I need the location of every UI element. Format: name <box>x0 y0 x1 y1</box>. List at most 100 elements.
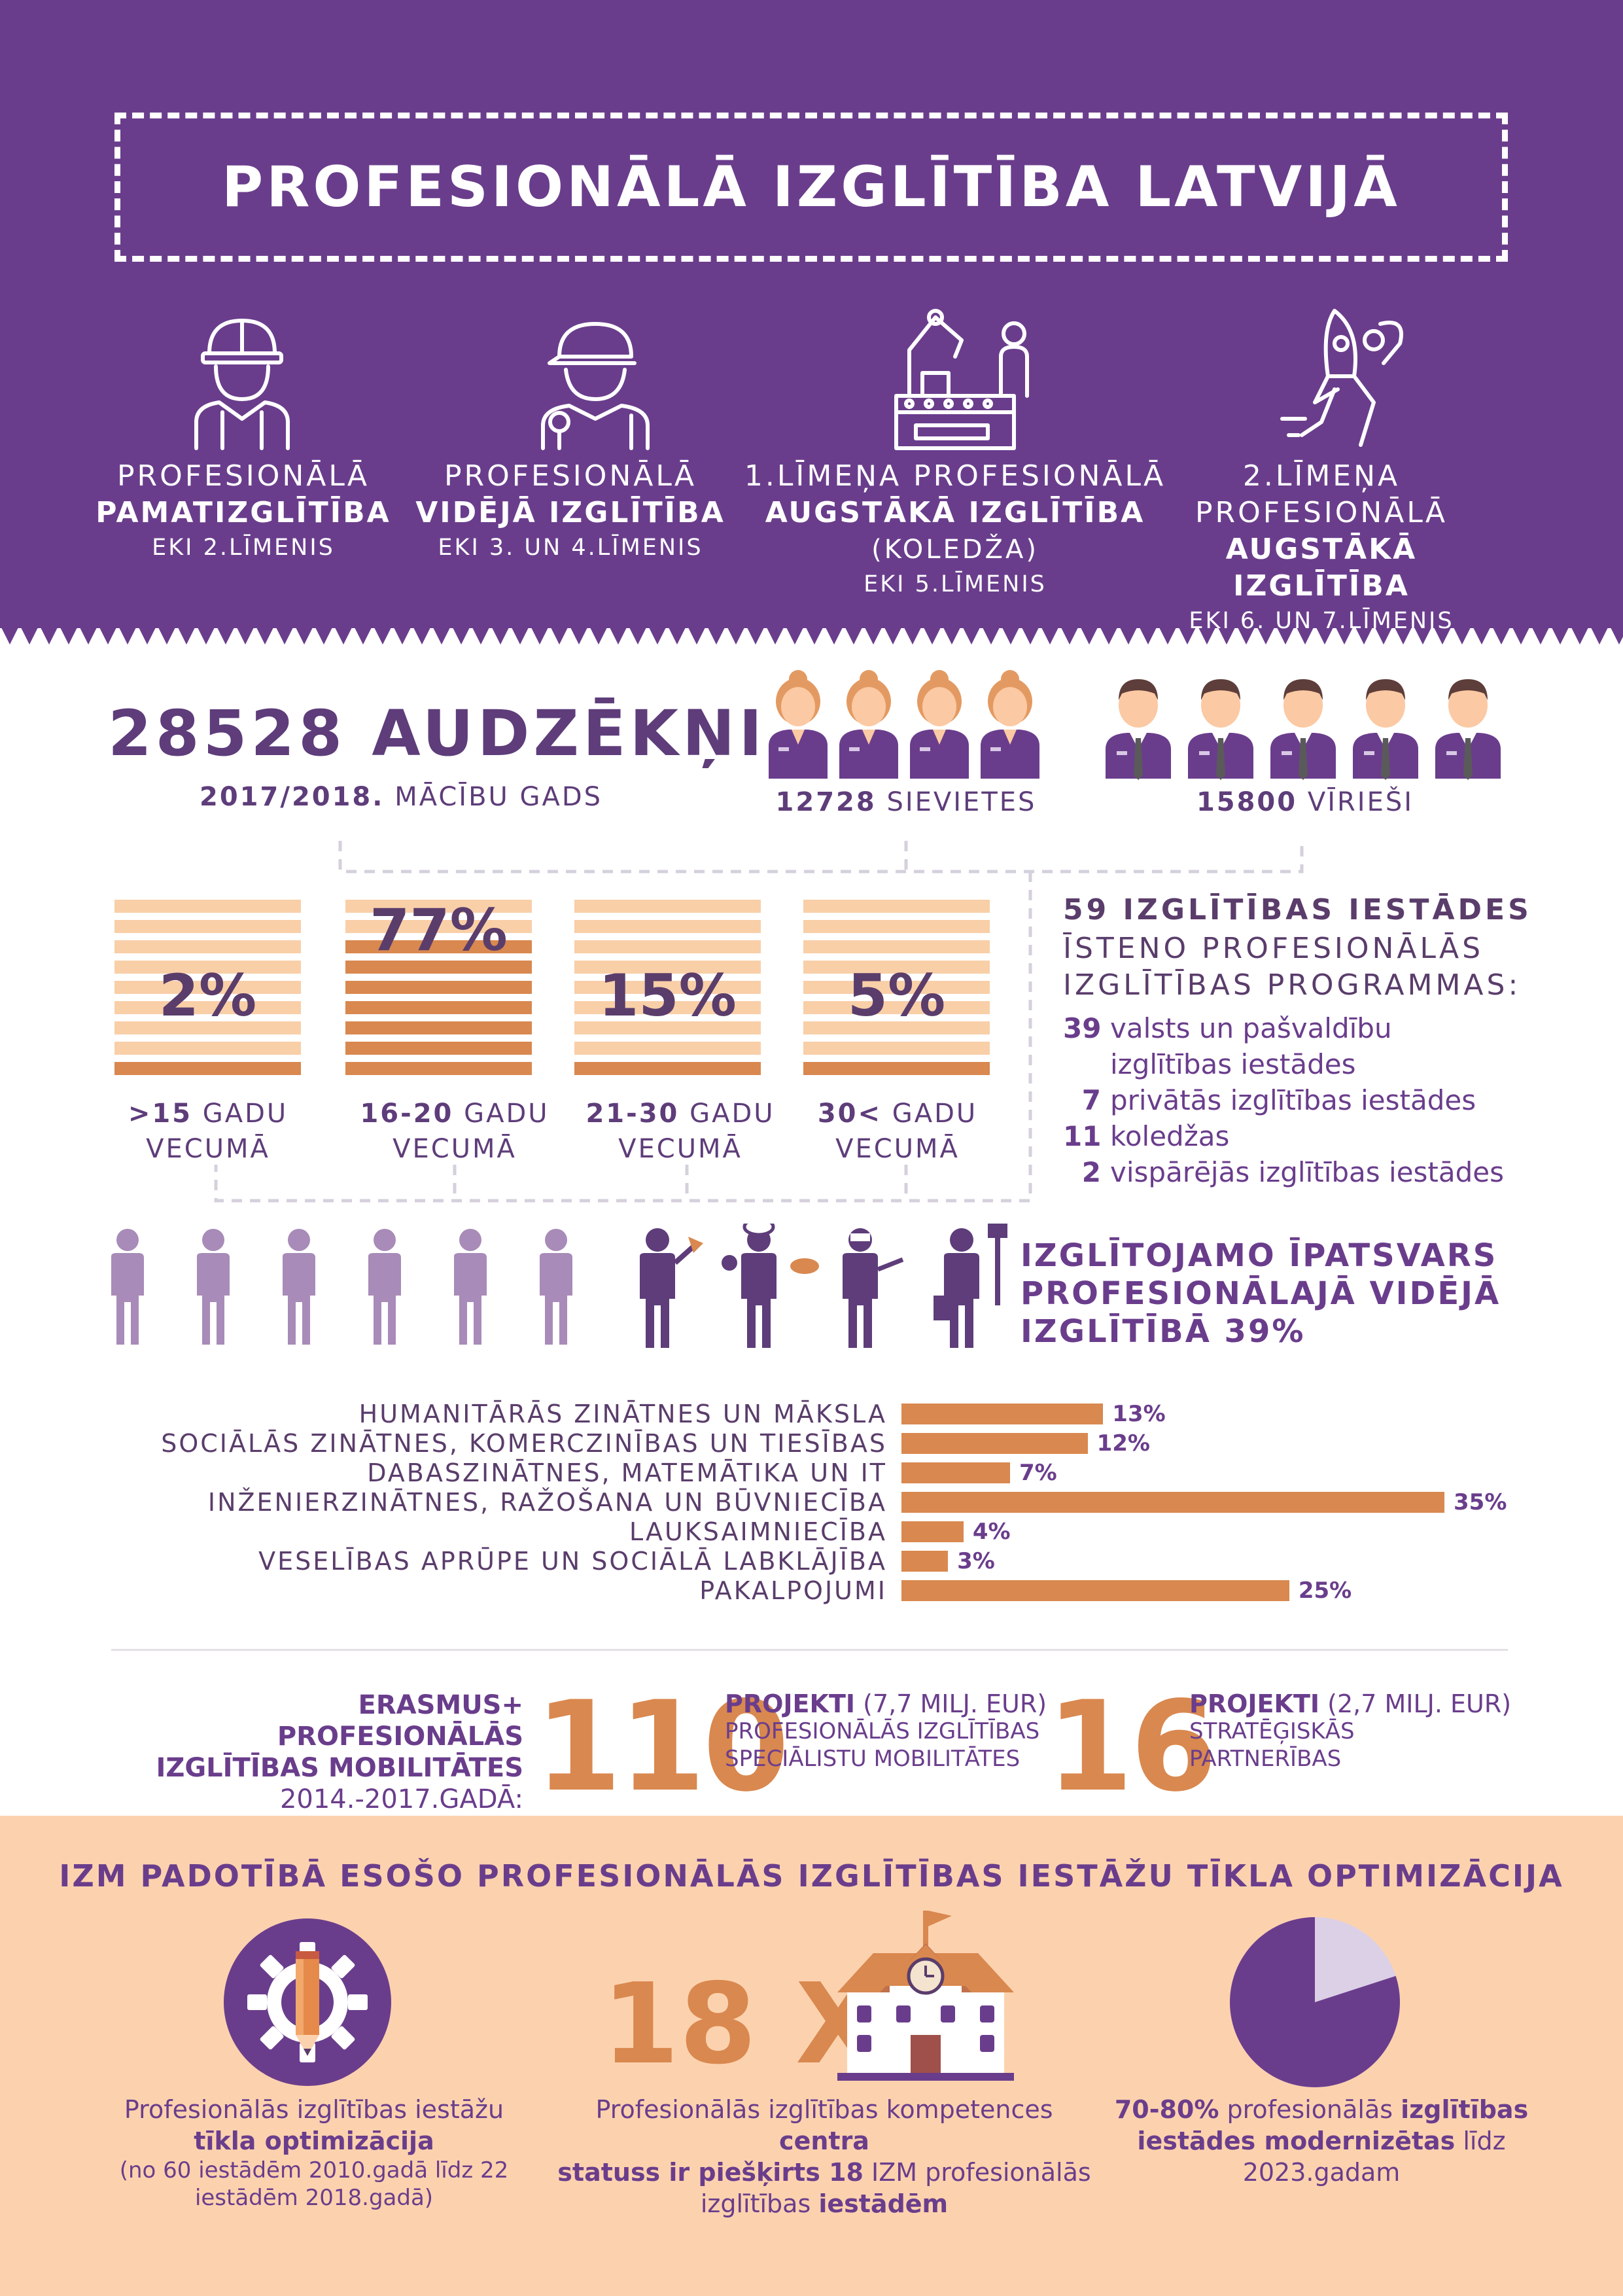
age-bar-stripe <box>345 1042 532 1055</box>
optimization-text-2: Profesionālās izglītības kompetences cen… <box>550 2094 1099 2219</box>
women-count-label: SIEVIETES <box>886 787 1037 817</box>
institution-row: 2 vispārējās izglītības iestādes <box>1063 1155 1504 1190</box>
person-icon <box>197 1229 230 1345</box>
sector-label: HUMANITĀRĀS ZINĀTNES UN MĀKSLA <box>358 1400 887 1428</box>
age-percent: 15% <box>599 962 737 1029</box>
institution-type: koledžas <box>1110 1120 1230 1152</box>
institutions-subtitle2: IZGLĪTĪBAS PROGRAMMAS: <box>1063 968 1522 1002</box>
person-icon <box>454 1229 487 1345</box>
level-3-line4: EKI 5.LĪMENIS <box>864 571 1047 597</box>
opt-col3-text1: profesionālās <box>1227 2095 1393 2124</box>
institution-type: vispārējās izglītības iestādes <box>1110 1156 1505 1188</box>
age-bar-stripe <box>574 940 761 953</box>
women-count: 12728 SIEVIETES <box>765 787 1047 817</box>
age-percent: 5% <box>847 962 946 1029</box>
opt-col1-line4: iestādēm 2018.gadā) <box>194 2185 434 2211</box>
institutions-title: 59 IZGLĪTĪBAS IESTĀDES <box>1063 893 1532 927</box>
institution-row: 11 koledžas <box>1063 1119 1229 1154</box>
sector-value: 25% <box>1298 1578 1352 1604</box>
erasmus-number-110: 110 <box>535 1674 790 1819</box>
woman-icon <box>769 670 828 779</box>
erasmus-p1-line3: SPECIĀLISTU MOBILITĀTES <box>725 1746 1021 1772</box>
pie-modernized-slice <box>1230 1917 1400 2087</box>
age-bar-stripe <box>574 961 761 974</box>
age-label-range: >15 <box>128 1099 193 1129</box>
sector-label: INŽENIERZINĀTNES, RAŽOŠANA UN BŪVNIECĪBA <box>207 1488 887 1517</box>
chef-icon <box>722 1224 819 1348</box>
man-icon <box>1188 679 1253 780</box>
age-bar-stripe <box>574 1062 761 1075</box>
school-year-text: MĀCĪBU GADS <box>394 782 603 812</box>
sector-bar <box>901 1492 1444 1513</box>
age-bar-stripe <box>114 1001 301 1014</box>
erasmus-p1-amount: (7,7 MILJ. EUR) <box>863 1689 1047 1718</box>
construction-worker-icon <box>194 319 290 450</box>
age-bar-stripe <box>803 961 990 974</box>
age-bar-stripe <box>574 900 761 913</box>
institution-count: 7 <box>1081 1084 1101 1116</box>
painter-icon <box>934 1224 1007 1348</box>
age-bar-stripe <box>574 1042 761 1055</box>
factory-robot-icon <box>894 309 1029 450</box>
level-1-line3: EKI 2.LĪMENIS <box>152 535 335 561</box>
age-label: 30< GADU VECUMĀ <box>799 1096 996 1167</box>
age-bar-stripe <box>345 1021 532 1034</box>
age-bar-stripe <box>114 920 301 933</box>
age-label-line2: VECUMĀ <box>393 1134 517 1164</box>
age-label-unit: GADU <box>192 1099 288 1129</box>
age-label: >15 GADU VECUMĀ <box>110 1096 306 1167</box>
age-bar-stripe <box>114 1021 301 1034</box>
opt-col1-bold: tīkla optimizācija <box>194 2127 434 2155</box>
erasmus-projects-2: PROJEKTI (2,7 MILJ. EUR) STRATĒĢISKĀS PA… <box>1189 1690 1511 1773</box>
opt-col1-line3: (no 60 iestādēm 2010.gadā līdz 22 <box>119 2157 509 2183</box>
person-icon <box>540 1229 572 1345</box>
sector-bar <box>901 1433 1088 1454</box>
age-percent: 77% <box>370 896 508 964</box>
age-bar-stripe <box>114 1062 301 1075</box>
level-4-text: 2.LĪMEŅA PROFESIONĀLĀ AUGSTĀKĀ IZGLĪTĪBA… <box>1151 458 1492 637</box>
man-icon <box>1353 679 1418 780</box>
level-2-line2: VIDĒJĀ IZGLĪTĪBA <box>415 496 725 529</box>
age-label-line2: VECUMĀ <box>835 1134 960 1164</box>
level-4-line1b: PROFESIONĀLĀ <box>1195 496 1448 529</box>
age-bar-stripe <box>574 1021 761 1034</box>
age-bar-stripe <box>345 1062 532 1075</box>
age-bar-stripe <box>803 1042 990 1055</box>
institution-count: 11 <box>1063 1120 1102 1152</box>
opt-col1-line1: Profesionālās izglītības iestāžu <box>124 2095 504 2124</box>
man-icon <box>1106 679 1171 780</box>
age-bar-stripe <box>114 961 301 974</box>
opt-col3-text3: 2023.gadam <box>1242 2158 1401 2187</box>
age-label-range: 30< <box>817 1099 882 1129</box>
sector-label: LAUKSAIMNIECĪBA <box>629 1517 887 1546</box>
erasmus-period: 2014.-2017.GADĀ: <box>279 1784 523 1814</box>
opt-col3-bold3: iestādes modernizētas <box>1137 2127 1456 2155</box>
age-label-unit: GADU <box>882 1099 978 1129</box>
age-bar-stripe <box>803 1062 990 1075</box>
age-bar-stripe <box>114 940 301 953</box>
sector-value: 13% <box>1112 1401 1166 1427</box>
school-building-icon <box>837 1911 1014 2081</box>
sector-label: VESELĪBAS APRŪPE UN SOCIĀLĀ LABKLĀJĪBA <box>258 1547 887 1576</box>
institution-type: valsts un pašvaldību <box>1110 1012 1392 1044</box>
welder-icon <box>843 1228 904 1348</box>
sector-bar <box>901 1521 964 1542</box>
optimization-title: IZM PADOTĪBĀ ESOŠO PROFESIONĀLĀS IZGLĪTĪ… <box>59 1858 1564 1894</box>
woman-icon <box>981 670 1039 779</box>
erasmus-number-16: 16 <box>1047 1674 1217 1819</box>
opt-col3-bold2: izglītības <box>1401 2095 1529 2124</box>
erasmus-title1: ERASMUS+ PROFESIONĀLĀS <box>277 1690 523 1752</box>
men-count: 15800 VĪRIEŠI <box>1102 787 1508 817</box>
age-label-unit: GADU <box>453 1099 550 1129</box>
level-1-line2: PAMATIZGLĪTĪBA <box>96 496 391 529</box>
level-3-text: 1.LĪMEŅA PROFESIONĀLĀ AUGSTĀKĀ IZGLĪTĪBA… <box>733 458 1178 601</box>
opt-col2-a: Profesionālās izglītības kompetences <box>595 2095 1053 2124</box>
men-count-number: 15800 <box>1196 787 1298 817</box>
man-icon <box>1270 679 1336 780</box>
header-banner <box>0 0 1623 628</box>
gear-pencil-icon <box>224 1918 391 2086</box>
age-bar-stripe <box>345 961 532 974</box>
age-label-line2: VECUMĀ <box>146 1134 270 1164</box>
age-bar-stripe <box>345 900 532 913</box>
students-total: 28528 AUDZĒKŅI <box>108 697 767 770</box>
